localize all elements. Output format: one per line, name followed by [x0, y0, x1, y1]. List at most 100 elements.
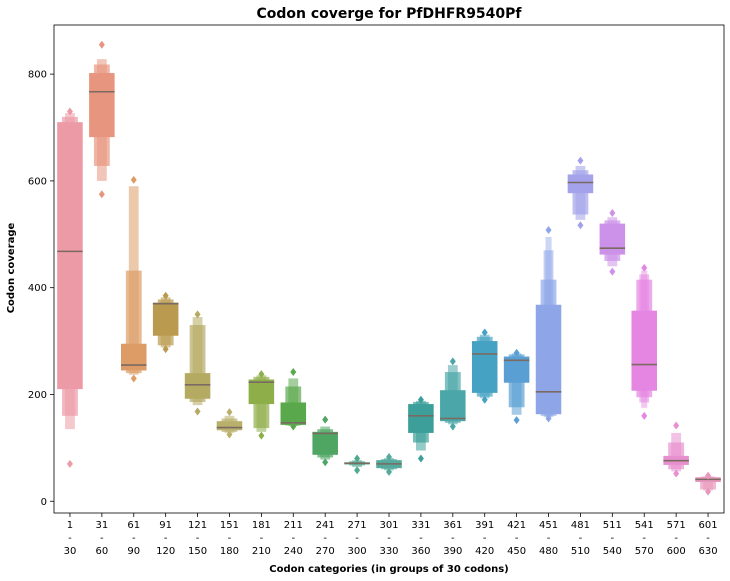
x-tick-label: 210: [252, 546, 271, 557]
outlier-point: [162, 291, 169, 300]
boxen-box: [631, 310, 657, 391]
x-tick-label: -: [164, 533, 168, 544]
x-tick-label: 571: [667, 520, 686, 531]
boxen-box: [408, 404, 434, 433]
x-tick-label: 420: [475, 546, 494, 557]
boxen-box: [248, 379, 275, 405]
boxen-group: [152, 291, 179, 354]
boxen-box: [535, 304, 562, 415]
outlier-point: [226, 430, 233, 439]
boxen-group: [121, 175, 147, 383]
outlier-point: [417, 454, 424, 463]
x-tick-label: 301: [379, 520, 398, 531]
x-tick-label: 391: [475, 520, 494, 531]
x-tick-label: 1: [67, 520, 73, 531]
x-tick-label: 181: [252, 520, 271, 531]
boxen-group: [376, 452, 402, 476]
outlier-point: [449, 422, 456, 431]
x-tick-label: 180: [220, 546, 239, 557]
x-tick-label: -: [100, 533, 104, 544]
boxen-box: [184, 373, 211, 399]
x-tick-label: 360: [411, 546, 430, 557]
x-tick-label: -: [674, 533, 678, 544]
x-axis-label: Codon categories (in groups of 30 codons…: [269, 564, 509, 575]
boxen-box: [567, 174, 594, 194]
x-tick-label: -: [706, 533, 710, 544]
boxen-group: [312, 415, 338, 467]
outlier-point: [98, 190, 105, 199]
boxen-group: [344, 454, 370, 475]
boxen-group: [631, 263, 657, 420]
x-tick-label: -: [642, 533, 646, 544]
x-tick-label: 480: [539, 546, 558, 557]
x-tick-label: -: [132, 533, 136, 544]
y-tick-label: 600: [28, 176, 47, 187]
boxen-group: [216, 408, 243, 439]
boxen-box: [152, 302, 179, 336]
boxen-box: [216, 421, 243, 431]
boxen-group: [408, 395, 434, 463]
x-tick-label: 120: [156, 546, 175, 557]
outlier-point: [481, 395, 488, 404]
outlier-point: [449, 357, 456, 366]
outlier-point: [322, 415, 329, 424]
boxen-box: [599, 223, 626, 255]
x-tick-label: 630: [699, 546, 718, 557]
x-tick-label: -: [260, 533, 264, 544]
x-tick-label: 421: [507, 520, 526, 531]
boxen-group: [599, 208, 626, 276]
x-tick-label: 61: [127, 520, 140, 531]
x-tick-label: 121: [188, 520, 207, 531]
outlier-point: [130, 175, 137, 184]
outlier-point: [705, 487, 712, 496]
boxen-group: [663, 421, 689, 478]
x-tick-label: -: [228, 533, 232, 544]
boxen-group: [503, 348, 530, 425]
outlier-point: [641, 263, 648, 272]
outlier-point: [258, 370, 265, 379]
x-tick-label: -: [611, 533, 615, 544]
x-tick-label: -: [68, 533, 72, 544]
x-tick-label: 361: [443, 520, 462, 531]
outlier-point: [226, 408, 233, 417]
boxen-group: [57, 107, 83, 468]
outlier-point: [290, 368, 297, 377]
outlier-point: [673, 469, 680, 478]
chart-title: Codon coverge for PfDHFR9540Pf: [256, 6, 522, 22]
outlier-point: [354, 454, 361, 463]
x-tick-label: -: [323, 533, 327, 544]
plot-frame: [53, 24, 725, 514]
boxen-group: [89, 40, 115, 199]
outlier-point: [513, 416, 520, 425]
outlier-point: [609, 208, 616, 217]
outlier-point: [673, 421, 680, 430]
boxen-group: [535, 226, 562, 423]
outlier-point: [609, 267, 616, 276]
outlier-point: [130, 374, 137, 383]
boxen-box: [57, 122, 83, 390]
outlier-point: [98, 40, 105, 49]
boxen-group: [248, 370, 275, 440]
outlier-point: [194, 407, 201, 416]
x-tick-label: -: [451, 533, 455, 544]
y-tick-label: 0: [41, 497, 47, 508]
outlier-point: [513, 348, 520, 357]
boxen-box: [121, 343, 147, 371]
boxen-group: [184, 310, 211, 416]
outlier-point: [577, 156, 584, 165]
plot-area: [57, 40, 721, 496]
x-tick-label: -: [579, 533, 583, 544]
x-tick-label: -: [196, 533, 200, 544]
outlier-point: [386, 467, 392, 476]
x-tick-label: 241: [316, 520, 335, 531]
y-axis: 0 200 400 600 800: [28, 70, 54, 508]
outlier-point: [545, 226, 552, 235]
boxen-group: [567, 156, 594, 230]
x-tick-label: 60: [95, 546, 108, 557]
x-tick-label: 240: [284, 546, 303, 557]
outlier-point: [258, 431, 265, 440]
x-tick-label: 331: [411, 520, 430, 531]
x-tick-label: -: [387, 533, 391, 544]
outlier-point: [705, 471, 712, 480]
